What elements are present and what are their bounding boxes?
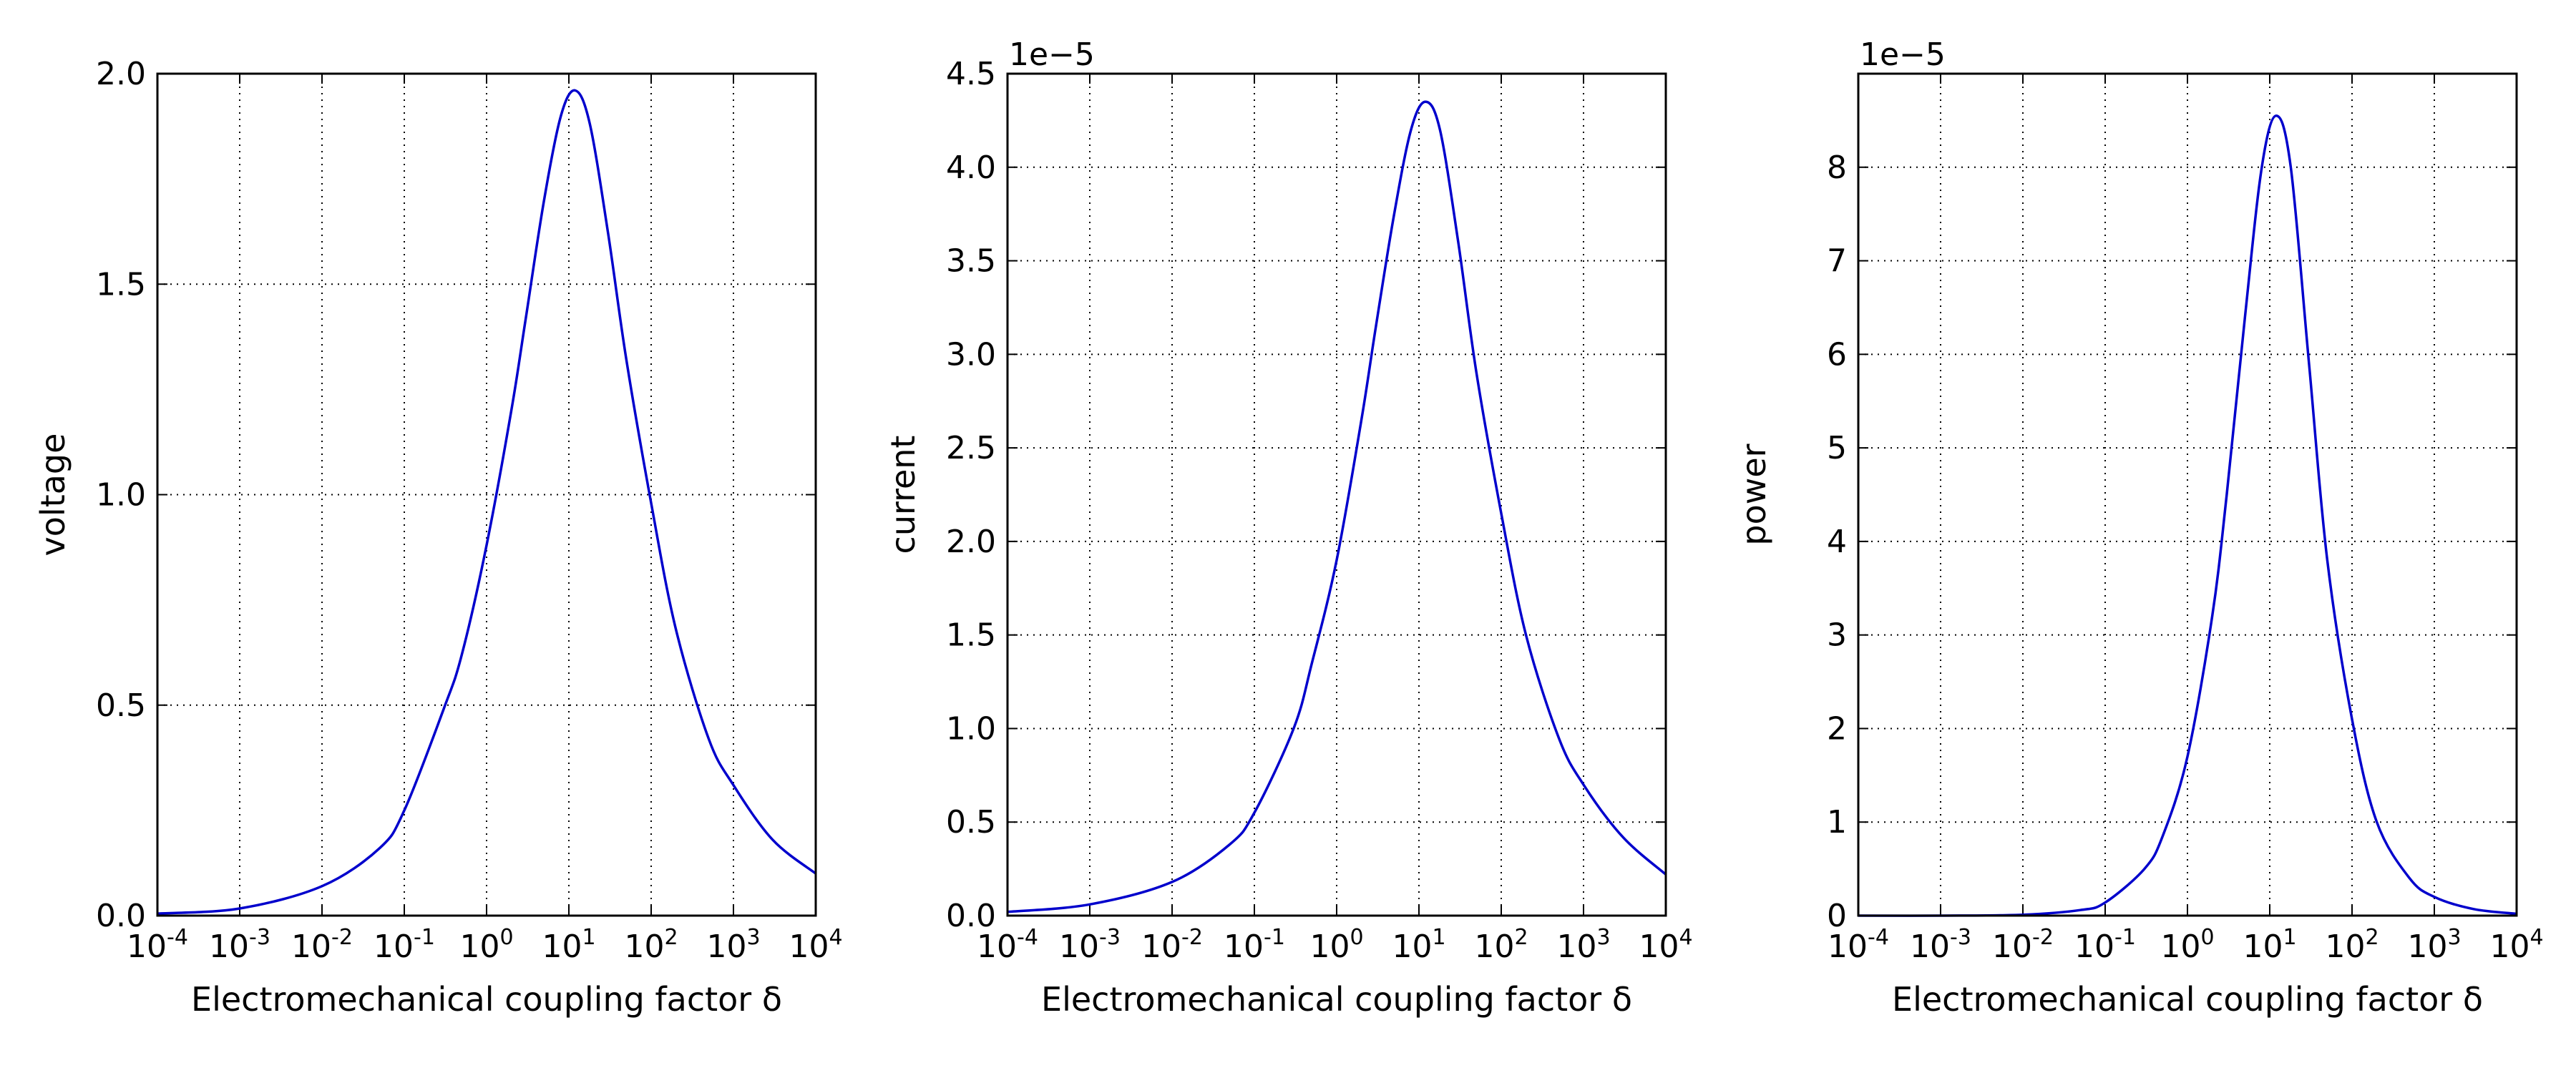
y-tick-label: 2.0 [96, 56, 146, 92]
axes-frame [156, 72, 817, 917]
y-tick-label: 2 [1827, 710, 1847, 747]
y-offset-label: 1e−5 [1860, 36, 1946, 73]
x-tick-label: 103 [706, 925, 760, 965]
y-tick-label: 2.5 [946, 430, 996, 466]
x-tick-label: 10-3 [1910, 925, 1971, 965]
y-tick-label: 0 [1827, 898, 1847, 934]
x-tick-label: 10-1 [1224, 925, 1285, 965]
y-tick-label: 6 [1827, 336, 1847, 373]
x-tick-label: 100 [2160, 925, 2214, 965]
x-tick-label: 103 [2407, 925, 2461, 965]
x-tick-label: 104 [2489, 925, 2543, 965]
x-tick-label: 101 [542, 925, 595, 965]
x-tick-label: 10-2 [1992, 925, 2054, 965]
y-tick-label: 5 [1827, 430, 1847, 466]
x-tick-label: 100 [459, 925, 513, 965]
x-tick-label: 101 [1392, 925, 1445, 965]
x-tick-label: 10-1 [374, 925, 435, 965]
x-tick-label: 104 [789, 925, 842, 965]
y-tick-label: 3.5 [946, 243, 996, 280]
series-line-1 [1858, 114, 2517, 917]
y-tick-label: 4.5 [946, 56, 996, 92]
x-tick-label: 102 [624, 925, 678, 965]
y-tick-label: 1 [1827, 804, 1847, 841]
x-tick-label: 104 [1639, 925, 1692, 965]
y-tick-label: 3 [1827, 617, 1847, 654]
x-tick-label: 10-4 [977, 925, 1038, 965]
y-tick-label: 0.5 [946, 804, 996, 841]
x-tick-label: 10-2 [1141, 925, 1203, 965]
y-tick-label: 4 [1827, 524, 1847, 560]
series-line-1 [1007, 100, 1667, 913]
y-tick-label: 3.0 [946, 336, 996, 373]
chart-panel-2: 10-4 10-3 10-2 10-1 100 101 102 103 104 0.0 0.5 1.0… [884, 36, 1693, 1019]
y-tick-label: 1.0 [946, 710, 996, 747]
chart-panel-1: 10-4 10-3 10-2 10-1 100 101 102 103 104 0.0 0.5 1.0… [34, 56, 843, 1019]
x-tick-label: 102 [2325, 925, 2379, 965]
series-line-1 [157, 89, 817, 915]
y-tick-label: 2.0 [946, 524, 996, 560]
y-tick-label: 4.0 [946, 150, 996, 186]
y-tick-label: 0.0 [946, 898, 996, 934]
x-axis-label: Electromechanical coupling factor δ [1892, 980, 2483, 1019]
x-tick-label: 101 [2243, 925, 2296, 965]
chart-panel-3: 10-4 10-3 10-2 10-1 100 101 102 103 104 0 1 2 3 4 5 6 7 8… [1735, 36, 2544, 1019]
x-tick-label: 10-1 [2074, 925, 2136, 965]
y-axis-label: power [1735, 444, 1773, 545]
y-axis-label: voltage [34, 433, 72, 557]
x-tick-label: 10-3 [1059, 925, 1121, 965]
x-axis-label: Electromechanical coupling factor δ [191, 980, 782, 1019]
x-tick-label: 10-4 [1828, 925, 1889, 965]
x-tick-label: 10-4 [127, 925, 188, 965]
axes-frame [1857, 72, 2518, 917]
x-axis-label: Electromechanical coupling factor δ [1041, 980, 1632, 1019]
y-tick-label: 0.0 [96, 898, 146, 934]
y-axis-label: current [884, 436, 922, 554]
x-tick-label: 10-2 [291, 925, 353, 965]
x-tick-label: 100 [1309, 925, 1363, 965]
x-tick-label: 10-3 [209, 925, 270, 965]
y-tick-label: 1.5 [96, 266, 146, 303]
y-tick-label: 8 [1827, 150, 1847, 186]
axes-frame [1006, 72, 1667, 917]
y-tick-label: 7 [1827, 243, 1847, 280]
x-tick-label: 102 [1474, 925, 1528, 965]
y-tick-label: 0.5 [96, 687, 146, 724]
y-tick-label: 1.0 [96, 477, 146, 514]
y-offset-label: 1e−5 [1009, 36, 1095, 73]
x-tick-label: 103 [1556, 925, 1610, 965]
y-tick-label: 1.5 [946, 617, 996, 654]
